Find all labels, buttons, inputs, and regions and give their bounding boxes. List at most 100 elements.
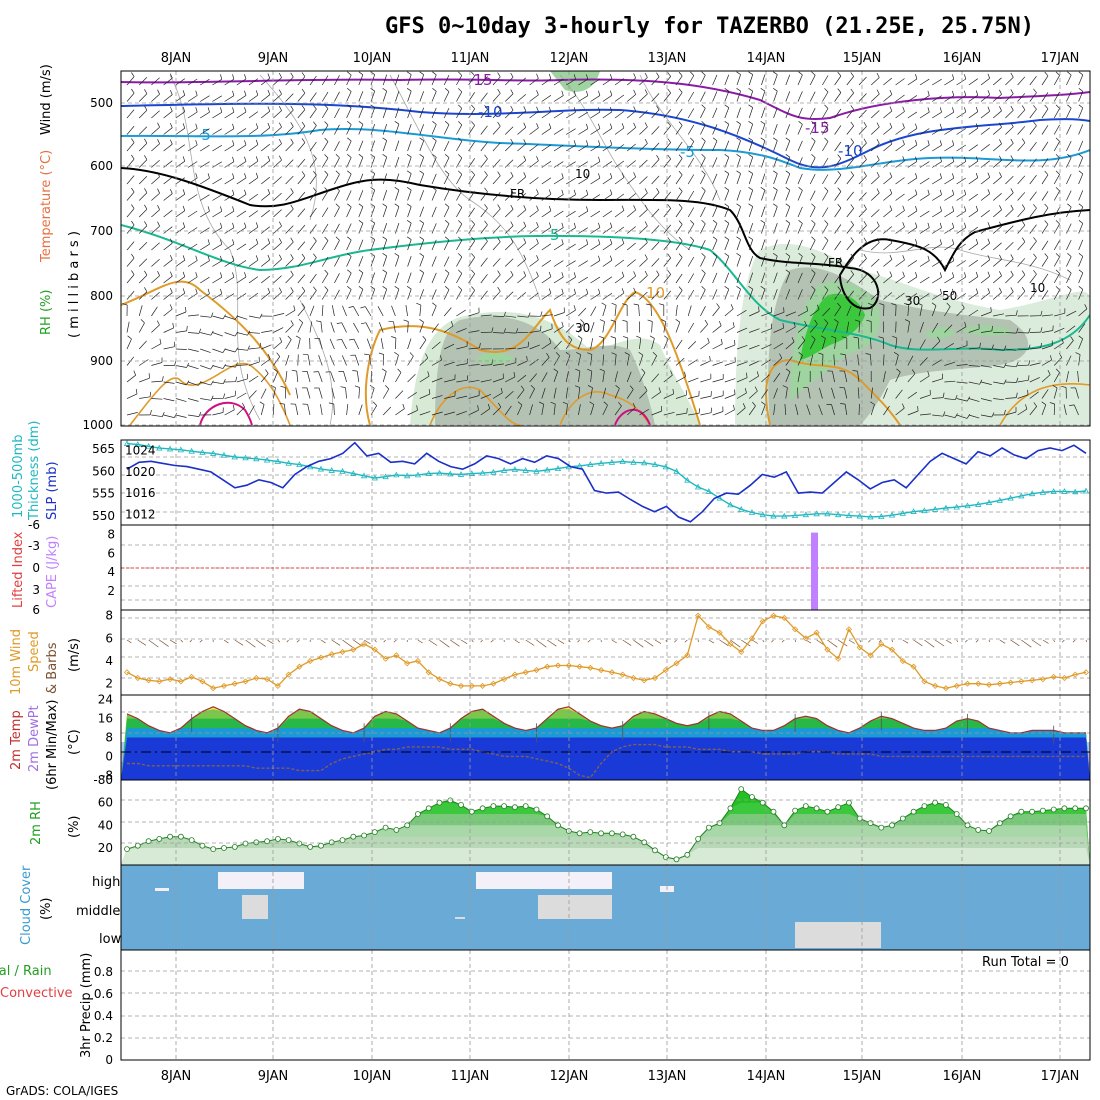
wind-barb (212, 365, 224, 369)
wind-barb (297, 290, 306, 300)
wind-barb-flag (458, 88, 463, 93)
wind-barb-flag (782, 385, 788, 388)
thickness-point (307, 463, 314, 470)
wind10-barb (471, 639, 474, 643)
wind-barb (175, 243, 186, 251)
wind-barb (870, 258, 880, 267)
wind-barb (504, 126, 514, 135)
wind-barb (151, 176, 160, 185)
wind-barb (541, 342, 552, 350)
wind-barb-flag (458, 121, 463, 126)
footer: GrADS: COLA/IGES (6, 1084, 118, 1098)
wind-barb (273, 126, 282, 135)
wind-barb (578, 338, 583, 350)
wind-barb (578, 194, 588, 201)
wind-barb-flag (568, 335, 573, 340)
wind-barb-flag (876, 221, 880, 227)
wind-barb (297, 125, 306, 135)
wind-barb-flag (902, 156, 905, 162)
wind-barb (809, 75, 816, 86)
wind-barb (883, 388, 888, 399)
thickness-point (931, 506, 939, 512)
pressure-tick-label: 700 (90, 224, 113, 238)
wind-barb-flag (952, 156, 955, 162)
wind-barb (626, 110, 636, 119)
wind-barb (468, 395, 480, 399)
thickness-line (126, 442, 1087, 518)
rh2m-point (458, 802, 464, 808)
wind-barb (273, 110, 282, 119)
wind10-barb (374, 639, 377, 643)
wind-barb (883, 143, 893, 152)
wind10-point (522, 669, 529, 676)
wind-barb (626, 259, 636, 267)
wind-barb (431, 107, 437, 119)
li-tick-label: 6 (32, 603, 40, 617)
wind-barb (687, 256, 695, 267)
wind-barb (468, 125, 475, 135)
wind-barb (200, 348, 211, 353)
wind-barb-flag (1033, 286, 1037, 291)
wind-barb (919, 394, 931, 399)
wind-barb (566, 177, 576, 185)
wind-barb (832, 371, 835, 383)
wind-barb-flag (811, 71, 816, 76)
wind-barb (395, 206, 400, 218)
wind10-point (1072, 671, 1079, 678)
rh-region-bright (800, 293, 865, 360)
wind-barb (1017, 332, 1029, 334)
wind-barb-flag (1055, 220, 1060, 225)
wind-barb (529, 276, 539, 284)
wind-barb (138, 340, 147, 350)
wind-barb (529, 358, 539, 366)
wind-barb (773, 288, 778, 300)
wind-barb (529, 373, 537, 383)
wind10-point (156, 678, 163, 685)
wind10-point (360, 640, 368, 648)
wind10-barb (577, 639, 580, 643)
wind-barb (505, 347, 517, 350)
wind-barb-flag (902, 106, 905, 112)
wind-barb (1053, 372, 1060, 383)
wind-barb (175, 193, 186, 201)
wind-barb (529, 330, 541, 333)
wind-barb (807, 387, 811, 399)
wind-barb-flag (1078, 286, 1084, 290)
wind-barb (907, 243, 918, 251)
wind-barb (395, 107, 400, 119)
wind-barb (687, 108, 695, 119)
wind-barb (578, 260, 588, 267)
wind-barb (419, 339, 427, 350)
wind-barb-flag (975, 238, 979, 244)
wind-barb (260, 94, 271, 102)
wind-barb (456, 256, 463, 267)
wind10-barb (956, 639, 959, 643)
wind-barb (309, 240, 317, 251)
wind-barb-flag (335, 154, 340, 159)
thickness-point (705, 488, 713, 494)
wind-barb (773, 206, 778, 218)
wind10-point (393, 652, 400, 659)
wind-barb-flag (1067, 104, 1072, 109)
wind-barb-flag (889, 238, 893, 244)
wind-barb-flag (927, 222, 930, 228)
wind10-barb (654, 639, 662, 644)
cloud-level-low: low (99, 932, 122, 947)
wind-barb (590, 321, 595, 333)
wind-barb (224, 315, 236, 320)
wind-barb (834, 108, 842, 119)
rh2m-tick-label: 20 (98, 841, 113, 855)
wind-barb-flag (701, 170, 706, 175)
wind-barb-flag (220, 288, 223, 294)
wind-barb-flag (301, 286, 306, 292)
wind-barb-flag (724, 88, 730, 92)
wind-barb (260, 176, 271, 185)
wind-barb-flag (301, 105, 306, 110)
wind-barb-flag (458, 253, 463, 258)
wind-barb (993, 381, 1005, 385)
rh2m-tick-label: 60 (98, 796, 113, 810)
wind-barb (504, 143, 514, 152)
wind-barb (712, 343, 723, 350)
wind-barb (541, 227, 552, 234)
wind-barb (443, 173, 450, 185)
